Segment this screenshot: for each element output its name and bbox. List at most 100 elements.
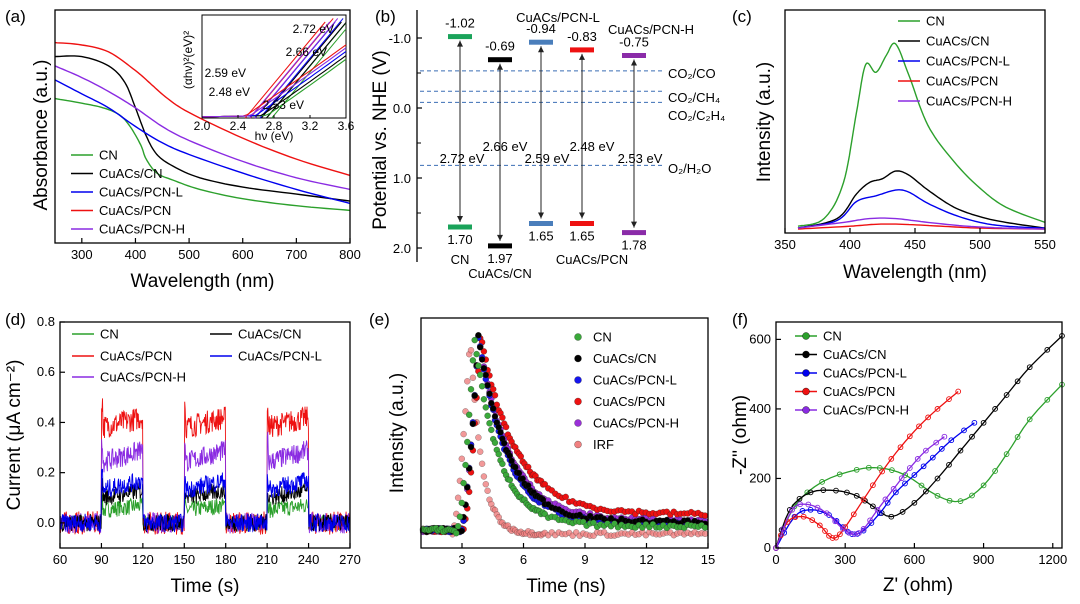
x-tick-label: 210 (256, 552, 278, 567)
legend-entry: CuACs/CN (238, 327, 302, 342)
data-point-CuACs/CN (458, 527, 465, 535)
data-point-CuACs/CN (844, 489, 850, 496)
data-point-CuACs/PCN (480, 348, 488, 355)
x-tick-label: 500 (969, 237, 991, 252)
inset-gap-label: 2.53 eV (263, 98, 304, 112)
legend-entry: CN (823, 329, 842, 344)
inset-fit-line (266, 22, 347, 119)
y-axis-label: Intensity (a.u.) (754, 62, 775, 182)
inset-gap-label: 2.59 eV (205, 66, 246, 80)
inset-x-label: hν (eV) (255, 129, 294, 143)
data-point-CN (1014, 434, 1021, 440)
x-tick-label: 150 (173, 552, 195, 567)
arrow-head-down (538, 212, 544, 219)
inset-fit-line (249, 21, 331, 119)
data-point-CuACs/PCN-H (805, 501, 812, 508)
x-tick-label: 350 (774, 237, 796, 252)
data-point-CuACs/PCN (925, 414, 931, 421)
data-point-CuACs/PCN (777, 532, 784, 539)
data-point-CN (488, 426, 495, 434)
data-point-CuACs/PCN (879, 468, 885, 475)
series-line-CuACs/PCN (59, 398, 351, 535)
data-point-CN (918, 482, 925, 489)
series-line-CuACs/PCN-L (59, 468, 351, 534)
arrow-head-up (631, 59, 637, 66)
legend-marker (574, 333, 582, 341)
legend-marker (802, 350, 810, 359)
legend-marker (802, 332, 810, 340)
data-point-CuACs/CN (464, 484, 471, 491)
series-line-CuACs/PCN-L (54, 79, 351, 205)
x-tick-label: 3 (458, 552, 465, 567)
sample-name: CuACs/CN (468, 266, 532, 281)
legend-entry: CuACs/PCN-H (926, 94, 1012, 109)
legend-entry: CuACs/PCN-L (593, 373, 677, 388)
x-tick-label: 900 (973, 552, 995, 567)
data-point-CuACs/PCN (888, 456, 895, 462)
data-point-CuACs/PCN (934, 406, 941, 412)
series-line-CuACs/PCN-L (775, 422, 975, 549)
series-line-CuACs/CN (59, 478, 351, 533)
panel-f: 0 300 600 900 1200 0 200 400 600 Z' (ohm) -Z'' (oh… (730, 310, 1067, 596)
panel-d: 60 90 120 150 180 210 240 270 0.0 0.2 0.4 0.6 0.8 Tim… (4, 310, 361, 597)
legend-marker (574, 419, 582, 427)
inset-x-tick-label: 3.6 (338, 119, 355, 133)
data-point-CuACs/PCN-H (856, 530, 862, 536)
data-point-IRF (478, 460, 486, 467)
data-point-CN (969, 492, 975, 499)
y-axis-label: -Z'' (ohm) (730, 395, 751, 475)
x-tick-label: 15 (701, 552, 715, 567)
legend-entry: CN (593, 330, 612, 345)
sample-name: CuACs/PCN-L (516, 10, 600, 25)
data-point-CuACs/PCN (499, 414, 506, 421)
cb-bar-CuACs/CN (488, 57, 512, 63)
data-point-IRF (477, 448, 484, 455)
data-point-CuACs/CN (870, 503, 876, 510)
data-point-CuACs/PCN-L (799, 508, 806, 514)
data-point-CN (482, 404, 489, 411)
data-point-CuACs/PCN (906, 433, 913, 440)
data-point-CuACs/PCN-H (906, 465, 913, 471)
data-point-CN (454, 523, 462, 530)
x-tick-label: 60 (53, 552, 67, 567)
plot-frame (775, 321, 1063, 549)
legend-entry: CN (100, 327, 119, 342)
data-point-CuACs/PCN (955, 388, 962, 395)
data-point-CuACs/PCN-H (890, 486, 897, 492)
x-tick-label: 120 (132, 552, 154, 567)
series-line-CuACs/CN (54, 55, 351, 202)
legend-entry: CuACs/CN (99, 166, 163, 181)
data-point-CN (836, 471, 843, 478)
gap-label: 2.66 eV (483, 139, 528, 154)
data-point-CuACs/CN (807, 489, 814, 496)
redox-label: CO₂/CO (668, 66, 716, 81)
data-point-CN (980, 482, 987, 489)
inset-gap-label: 2.72 eV (293, 22, 334, 36)
legend-entry: CuACs/PCN-H (100, 370, 186, 385)
legend-entry: CuACs/PCN-L (99, 185, 183, 200)
x-axis-label: Time (s) (171, 576, 240, 597)
data-point-CuACs/PCN-L (807, 506, 814, 513)
data-point-CuACs/PCN-L (911, 472, 918, 478)
legend-entry: CuACs/PCN (99, 203, 171, 218)
vb-value: 1.65 (528, 229, 553, 244)
panel-a: 300 400 500 600 700 800 Wavelength (nm) Absorba… (5, 7, 361, 292)
data-point-CN (484, 412, 491, 419)
x-tick-label: 450 (904, 237, 926, 252)
inset-x-tick-label: 3.2 (302, 119, 319, 133)
data-point-CuACs/PCN-H (882, 496, 889, 503)
data-point-IRF (469, 374, 477, 381)
data-point-CuACs/CN (477, 344, 484, 351)
data-point-CuACs/PCN-H (941, 433, 948, 440)
data-point-IRF (460, 430, 467, 438)
y-axis-label: Potential vs. NHE (V) (370, 50, 391, 230)
data-point-IRF (475, 434, 482, 441)
panel-label: (d) (5, 310, 26, 329)
inset-x-tick-label: 2.0 (194, 119, 211, 133)
data-point-CuACs/PCN (541, 481, 548, 488)
series-line-CN (59, 494, 351, 533)
legend-entry: CuACs/PCN-L (238, 349, 322, 364)
arrow-head-up (497, 63, 503, 70)
arrow-head-up (538, 46, 544, 53)
